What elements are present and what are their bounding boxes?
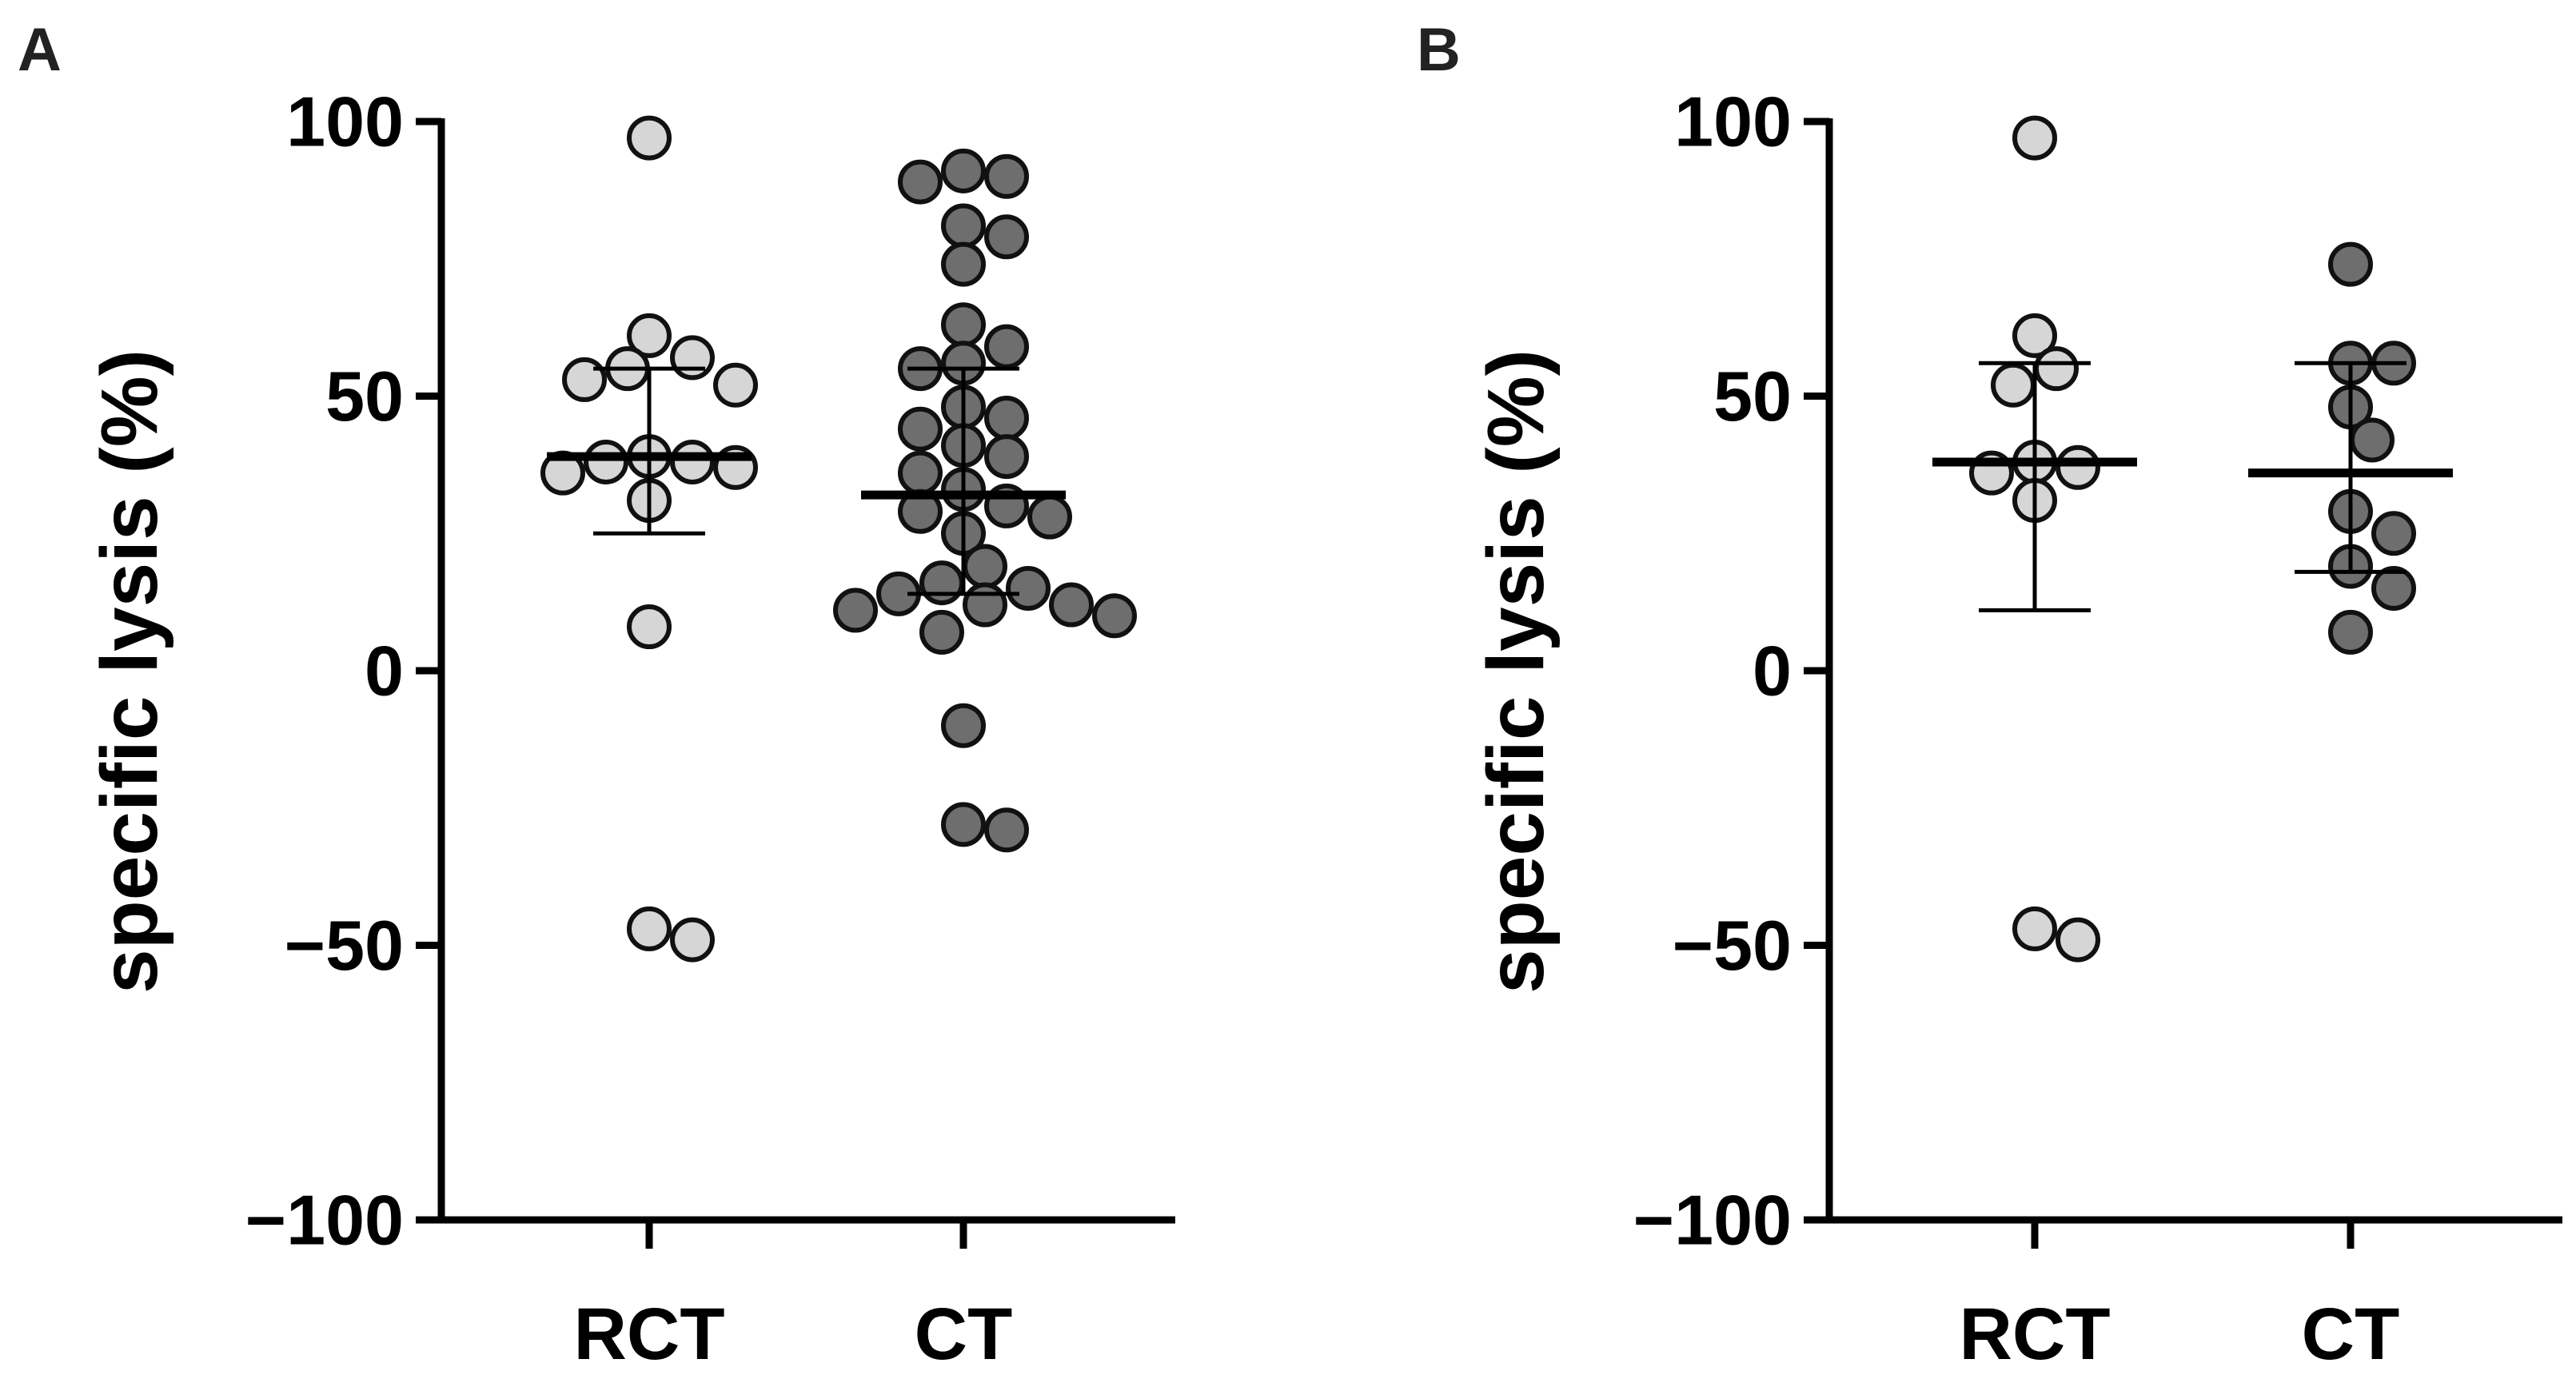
data-point-a-ct-31 bbox=[941, 802, 986, 847]
svg-text:−100: −100 bbox=[1633, 1181, 1792, 1260]
data-point-b-ct-6 bbox=[2371, 511, 2416, 556]
svg-text:−50: −50 bbox=[285, 906, 404, 985]
data-point-a-ct-28 bbox=[1092, 593, 1137, 639]
data-point-a-ct-6 bbox=[941, 302, 986, 348]
data-point-b-ct-8 bbox=[2371, 565, 2416, 611]
data-points-b bbox=[1969, 115, 2416, 962]
data-point-a-ct-3 bbox=[941, 203, 986, 249]
data-point-b-rct-9 bbox=[2056, 917, 2100, 962]
y-tick-b-3: −50 bbox=[1673, 906, 1829, 985]
data-point-a-ct-27 bbox=[833, 588, 878, 633]
y-axis-title-a: specific lysis (%) bbox=[85, 349, 174, 994]
svg-text:−100: −100 bbox=[245, 1181, 404, 1260]
data-point-a-rct-4 bbox=[562, 357, 607, 402]
data-point-b-ct-4 bbox=[2350, 417, 2395, 463]
data-point-a-rct-5 bbox=[713, 362, 758, 408]
panel-label-b: B bbox=[1417, 16, 1461, 84]
data-point-a-ct-11 bbox=[984, 395, 1029, 440]
svg-text:0: 0 bbox=[365, 632, 404, 711]
data-point-a-rct-13 bbox=[627, 906, 672, 951]
y-tick-a-1: 50 bbox=[325, 357, 441, 436]
data-point-a-ct-23 bbox=[1006, 565, 1051, 611]
data-point-a-ct-7 bbox=[984, 324, 1029, 369]
data-point-b-rct-0 bbox=[2012, 115, 2057, 161]
data-point-a-ct-2 bbox=[898, 159, 943, 205]
data-point-a-ct-15 bbox=[898, 450, 943, 496]
data-point-a-rct-12 bbox=[627, 604, 672, 650]
data-point-b-ct-9 bbox=[2328, 609, 2373, 655]
y-ticks-a: 100 50 0 −50 −100 bbox=[245, 82, 441, 1260]
data-point-a-ct-26 bbox=[1049, 582, 1094, 628]
svg-text:0: 0 bbox=[1753, 632, 1792, 711]
svg-text:−50: −50 bbox=[1673, 906, 1792, 985]
data-point-b-rct-8 bbox=[2012, 906, 2057, 951]
panel-label-a: A bbox=[18, 16, 62, 84]
y-tick-b-0: 100 bbox=[1674, 82, 1829, 161]
summary-stats-a bbox=[547, 366, 1066, 596]
y-tick-a-0: 100 bbox=[286, 82, 441, 161]
x-label-a-ct: CT bbox=[915, 1293, 1013, 1375]
data-point-b-rct-1 bbox=[2012, 313, 2057, 358]
data-point-a-rct-7 bbox=[670, 439, 715, 484]
y-tick-b-4: −100 bbox=[1633, 1181, 1829, 1260]
x-label-b-ct: CT bbox=[2302, 1293, 2400, 1375]
x-label-a-rct: RCT bbox=[573, 1293, 724, 1375]
y-tick-b-1: 50 bbox=[1713, 357, 1829, 436]
y-ticks-b: 100 50 0 −50 −100 bbox=[1633, 82, 1829, 1260]
data-points-a bbox=[540, 115, 1137, 962]
data-point-b-rct-3 bbox=[1991, 362, 2036, 408]
data-point-a-ct-30 bbox=[941, 703, 986, 748]
data-point-a-ct-21 bbox=[963, 544, 1007, 589]
data-point-a-ct-14 bbox=[984, 434, 1029, 480]
y-tick-a-2: 0 bbox=[365, 632, 441, 711]
data-point-a-ct-22 bbox=[919, 560, 964, 606]
panel-a: A specific lysis (%) 100 50 0 −50 −100 R… bbox=[18, 16, 1175, 1375]
panel-b: B specific lysis (%) 100 50 0 −50 −100 R… bbox=[1417, 16, 2562, 1375]
data-point-a-ct-32 bbox=[984, 807, 1029, 853]
y-tick-a-4: −100 bbox=[245, 1181, 441, 1260]
data-point-b-rct-5 bbox=[2056, 444, 2100, 490]
data-point-a-ct-25 bbox=[963, 582, 1007, 628]
summary-stats-b bbox=[1932, 361, 2453, 612]
data-point-a-rct-14 bbox=[670, 917, 715, 962]
svg-text:100: 100 bbox=[286, 82, 404, 161]
data-point-b-ct-0 bbox=[2328, 241, 2373, 287]
data-point-a-ct-29 bbox=[919, 609, 964, 655]
data-point-a-rct-2 bbox=[670, 335, 715, 381]
svg-text:100: 100 bbox=[1674, 82, 1792, 161]
data-point-a-ct-5 bbox=[941, 241, 986, 287]
y-axis-title-b: specific lysis (%) bbox=[1471, 349, 1561, 994]
data-point-a-rct-1 bbox=[627, 313, 672, 358]
data-point-a-ct-0 bbox=[941, 148, 986, 193]
data-point-a-ct-12 bbox=[898, 406, 943, 452]
data-point-a-ct-4 bbox=[984, 214, 1029, 260]
data-point-b-rct-2 bbox=[2034, 346, 2079, 392]
data-point-a-rct-0 bbox=[627, 115, 672, 161]
data-point-a-rct-8 bbox=[584, 439, 628, 484]
y-tick-a-3: −50 bbox=[285, 906, 441, 985]
y-tick-b-2: 0 bbox=[1753, 632, 1829, 711]
x-label-b-rct: RCT bbox=[1959, 1293, 2110, 1375]
data-point-a-ct-19 bbox=[1027, 494, 1072, 540]
svg-text:50: 50 bbox=[325, 357, 404, 436]
svg-text:50: 50 bbox=[1713, 357, 1792, 436]
data-point-a-ct-1 bbox=[984, 153, 1029, 199]
